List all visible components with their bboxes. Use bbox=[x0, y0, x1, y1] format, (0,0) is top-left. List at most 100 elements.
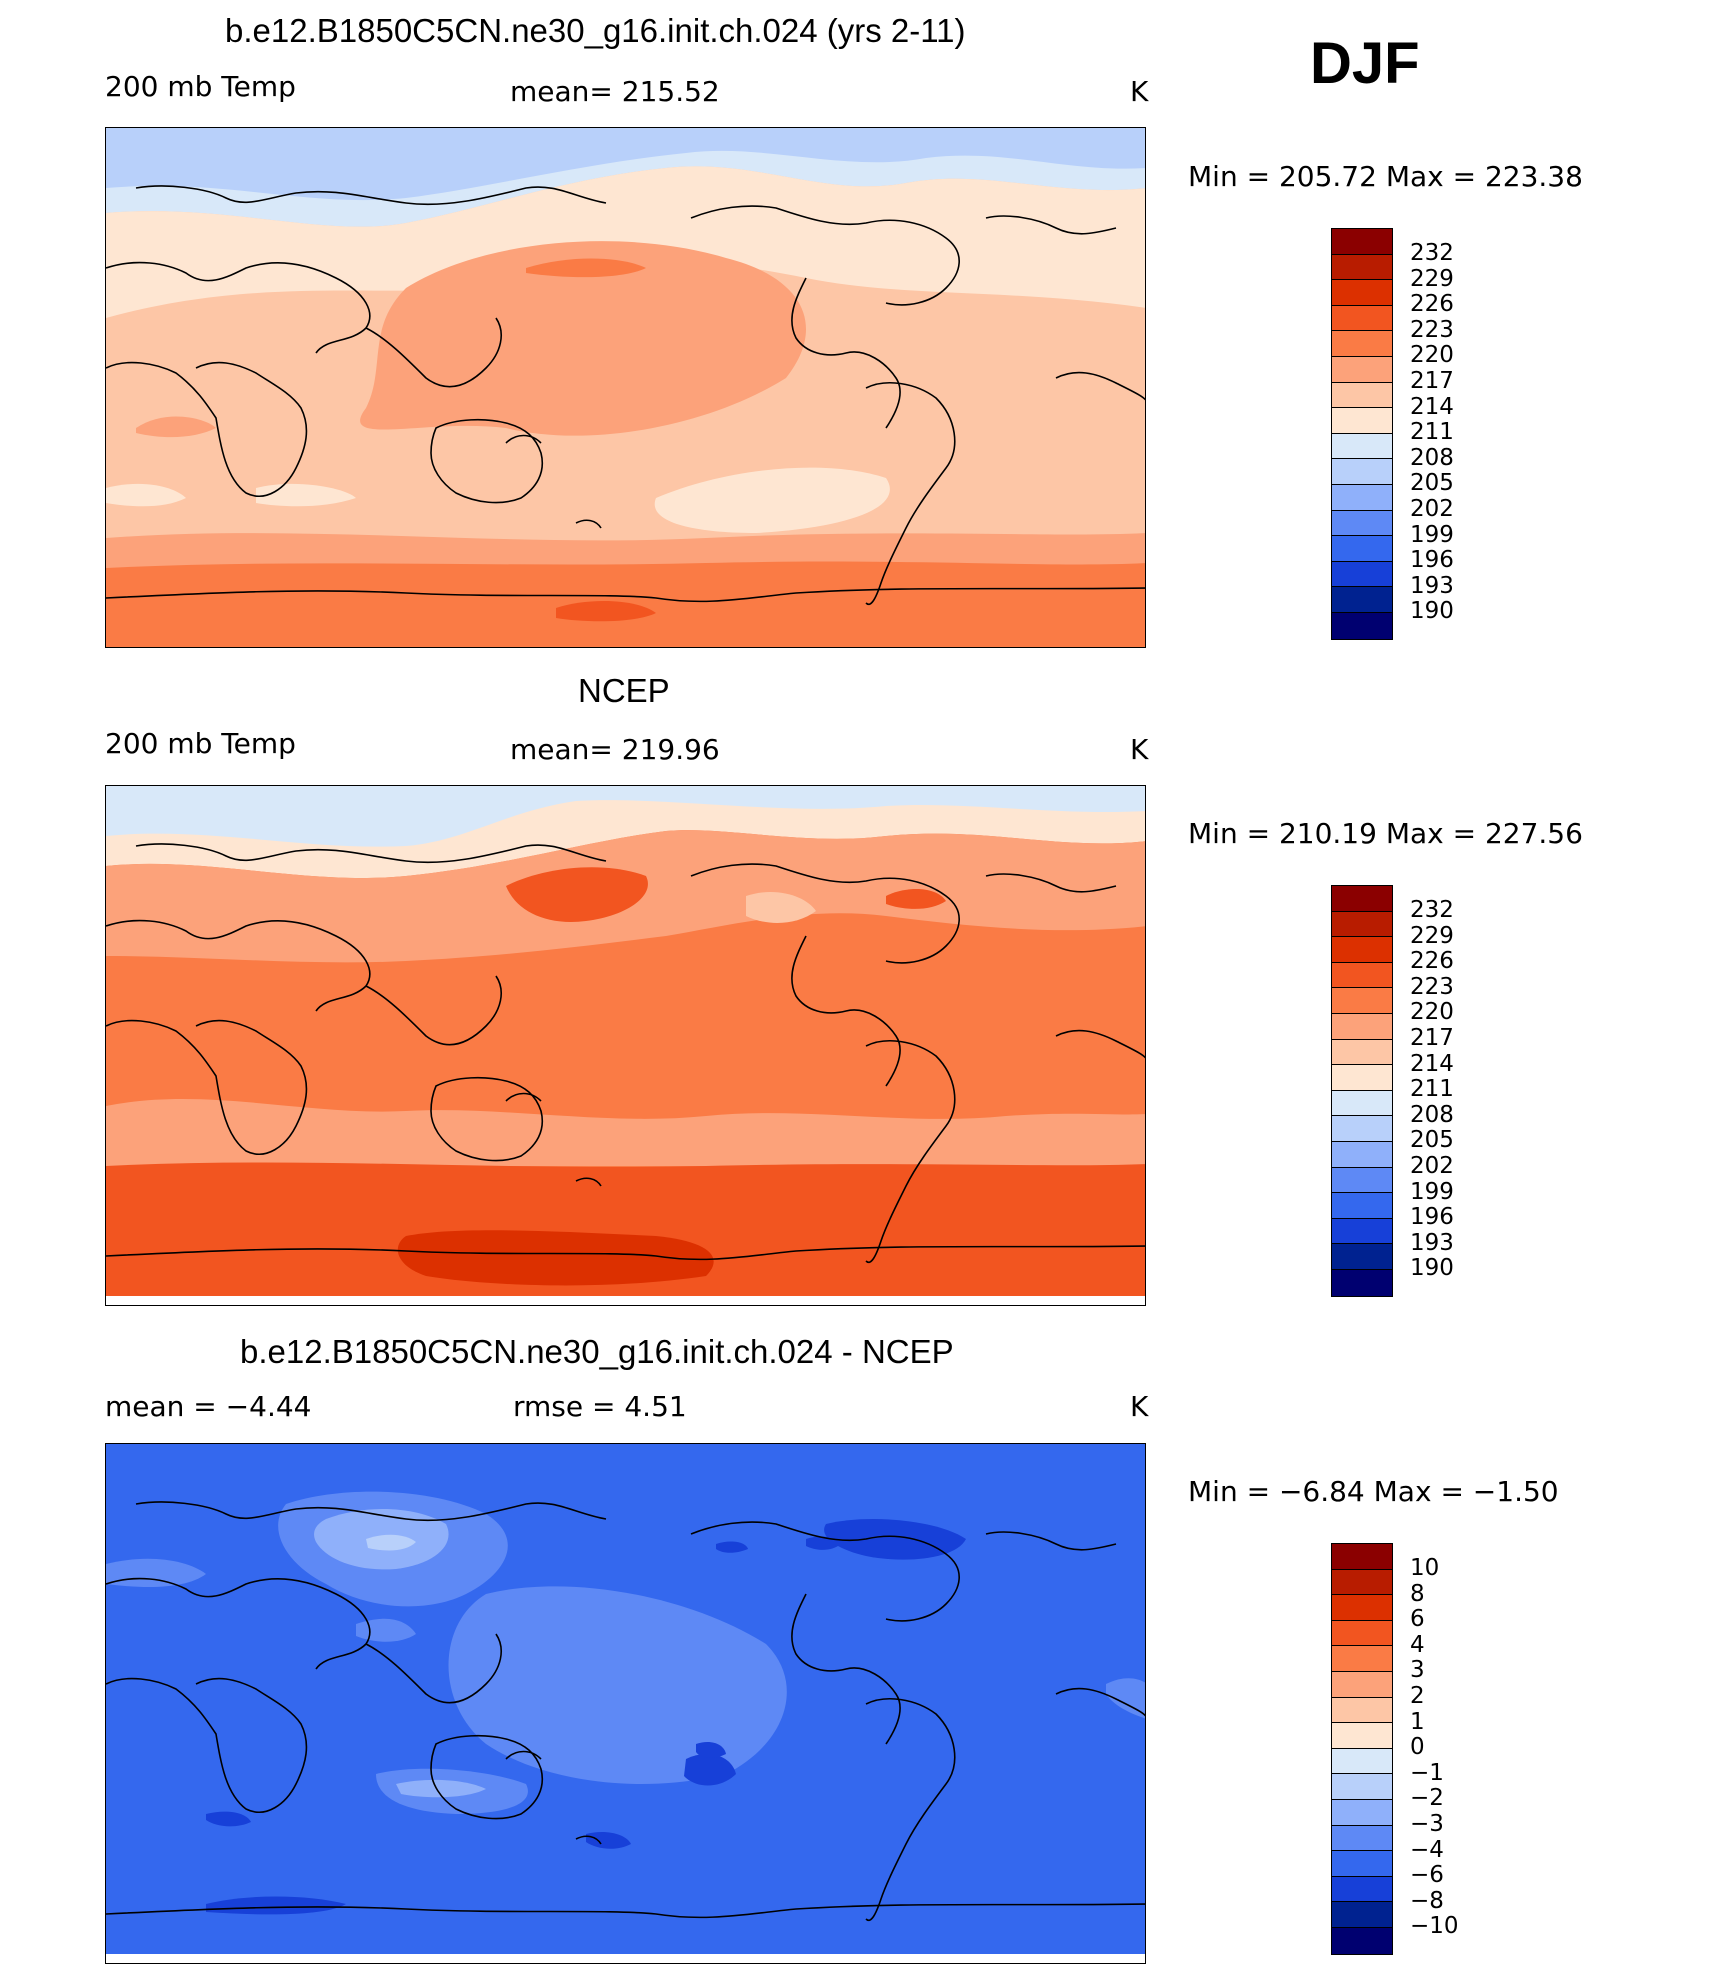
colorbar-swatch bbox=[1332, 229, 1392, 255]
panel1-colorbar bbox=[1331, 228, 1393, 640]
colorbar-swatch bbox=[1332, 1774, 1392, 1800]
colorbar-label: 6 bbox=[1410, 1606, 1425, 1633]
panel3-minmax: Min = −6.84 Max = −1.50 bbox=[1188, 1475, 1559, 1508]
colorbar-label: 199 bbox=[1410, 1178, 1454, 1205]
colorbar-label: 214 bbox=[1410, 393, 1454, 420]
colorbar-label: 226 bbox=[1410, 291, 1454, 318]
colorbar-swatch bbox=[1332, 1799, 1392, 1826]
colorbar-swatch bbox=[1332, 1141, 1392, 1168]
colorbar-label: 205 bbox=[1410, 1127, 1454, 1154]
colorbar-label: 3 bbox=[1410, 1657, 1425, 1684]
colorbar-swatch bbox=[1332, 587, 1392, 613]
colorbar-label: 229 bbox=[1410, 265, 1454, 292]
colorbar-swatch bbox=[1332, 1039, 1392, 1066]
colorbar-swatch bbox=[1332, 1927, 1392, 1954]
colorbar-swatch bbox=[1332, 1646, 1392, 1672]
colorbar-swatch bbox=[1332, 382, 1392, 409]
colorbar-label: 190 bbox=[1410, 598, 1454, 625]
panel2-units-label: K bbox=[1130, 733, 1149, 766]
colorbar-swatch bbox=[1332, 1902, 1392, 1928]
colorbar-swatch bbox=[1332, 1193, 1392, 1219]
colorbar-label: −4 bbox=[1410, 1836, 1444, 1863]
panel1-map bbox=[105, 127, 1146, 648]
colorbar-swatch bbox=[1332, 1876, 1392, 1903]
season-label: DJF bbox=[1310, 31, 1420, 96]
panel1-units-label: K bbox=[1130, 75, 1149, 108]
colorbar-label: 232 bbox=[1410, 897, 1454, 923]
colorbar-label: 2 bbox=[1410, 1682, 1425, 1709]
colorbar-label: 199 bbox=[1410, 521, 1454, 548]
colorbar-swatch bbox=[1332, 356, 1392, 383]
colorbar-label: −1 bbox=[1410, 1759, 1444, 1786]
colorbar-label: 0 bbox=[1410, 1734, 1425, 1761]
colorbar-label: 1 bbox=[1410, 1708, 1425, 1735]
colorbar-label: 214 bbox=[1410, 1050, 1454, 1077]
colorbar-swatch bbox=[1332, 1595, 1392, 1621]
colorbar-swatch bbox=[1332, 911, 1392, 938]
colorbar-label: 217 bbox=[1410, 1024, 1454, 1051]
colorbar-swatch bbox=[1332, 1697, 1392, 1724]
colorbar-label: 190 bbox=[1410, 1255, 1454, 1282]
colorbar-swatch bbox=[1332, 433, 1392, 460]
colorbar-swatch bbox=[1332, 1218, 1392, 1245]
colorbar-label: 220 bbox=[1410, 999, 1454, 1026]
colorbar-swatch bbox=[1332, 1544, 1392, 1570]
colorbar-label: −6 bbox=[1410, 1862, 1444, 1889]
colorbar-swatch bbox=[1332, 280, 1392, 306]
colorbar-swatch bbox=[1332, 536, 1392, 562]
colorbar-swatch bbox=[1332, 510, 1392, 537]
colorbar-swatch bbox=[1332, 1723, 1392, 1749]
colorbar-swatch bbox=[1332, 1065, 1392, 1091]
panel1-colorbar-labels: 232 229 226 223 220 217 214 211 208 205 … bbox=[1410, 240, 1454, 625]
panel1-minmax: Min = 205.72 Max = 223.38 bbox=[1188, 160, 1583, 193]
panel3-units-label: K bbox=[1130, 1390, 1149, 1423]
panel3-colorbar-labels: 10 8 6 4 3 2 1 0 −1 −2 −3 −4 −6 −8 −10 bbox=[1410, 1555, 1459, 1940]
panel1-mean-label: mean= 215.52 bbox=[510, 75, 720, 108]
colorbar-swatch bbox=[1332, 1825, 1392, 1852]
colorbar-label: 229 bbox=[1410, 922, 1454, 949]
colorbar-swatch bbox=[1332, 1244, 1392, 1270]
colorbar-swatch bbox=[1332, 937, 1392, 963]
colorbar-swatch bbox=[1332, 305, 1392, 332]
panel2-minmax: Min = 210.19 Max = 227.56 bbox=[1188, 817, 1583, 850]
colorbar-swatch bbox=[1332, 988, 1392, 1014]
colorbar-label: 217 bbox=[1410, 367, 1454, 394]
panel2-variable-label: 200 mb Temp bbox=[105, 727, 296, 760]
colorbar-swatch bbox=[1332, 1013, 1392, 1040]
colorbar-swatch bbox=[1332, 1748, 1392, 1775]
colorbar-swatch bbox=[1332, 484, 1392, 511]
colorbar-swatch bbox=[1332, 408, 1392, 434]
colorbar-swatch bbox=[1332, 561, 1392, 588]
colorbar-label: 232 bbox=[1410, 240, 1454, 266]
colorbar-label: 211 bbox=[1410, 1076, 1454, 1103]
panel3-rmse-label: rmse = 4.51 bbox=[513, 1390, 687, 1423]
colorbar-label: 202 bbox=[1410, 495, 1454, 522]
colorbar-label: 208 bbox=[1410, 444, 1454, 471]
colorbar-swatch bbox=[1332, 1671, 1392, 1698]
colorbar-label: −8 bbox=[1410, 1887, 1444, 1914]
panel2-map bbox=[105, 785, 1146, 1306]
colorbar-swatch bbox=[1332, 1090, 1392, 1117]
colorbar-label: −2 bbox=[1410, 1785, 1444, 1812]
colorbar-label: 205 bbox=[1410, 470, 1454, 497]
colorbar-swatch bbox=[1332, 1167, 1392, 1194]
colorbar-label: 220 bbox=[1410, 342, 1454, 369]
colorbar-label: 8 bbox=[1410, 1580, 1425, 1607]
panel1-variable-label: 200 mb Temp bbox=[105, 70, 296, 103]
colorbar-swatch bbox=[1332, 254, 1392, 281]
colorbar-label: 202 bbox=[1410, 1152, 1454, 1179]
colorbar-swatch bbox=[1332, 886, 1392, 912]
colorbar-label: 4 bbox=[1410, 1631, 1425, 1658]
panel3-title: b.e12.B1850C5CN.ne30_g16.init.ch.024 - N… bbox=[240, 1333, 954, 1370]
colorbar-label: 223 bbox=[1410, 316, 1454, 343]
panel1-title: b.e12.B1850C5CN.ne30_g16.init.ch.024 (yr… bbox=[225, 12, 966, 49]
panel2-mean-label: mean= 219.96 bbox=[510, 733, 720, 766]
colorbar-label: 226 bbox=[1410, 948, 1454, 975]
colorbar-label: 211 bbox=[1410, 419, 1454, 446]
colorbar-swatch bbox=[1332, 612, 1392, 639]
colorbar-label: 196 bbox=[1410, 547, 1454, 574]
colorbar-swatch bbox=[1332, 459, 1392, 485]
panel2-title: NCEP bbox=[578, 672, 670, 709]
panel3-mean-label: mean = −4.44 bbox=[105, 1390, 312, 1423]
colorbar-swatch bbox=[1332, 1569, 1392, 1596]
